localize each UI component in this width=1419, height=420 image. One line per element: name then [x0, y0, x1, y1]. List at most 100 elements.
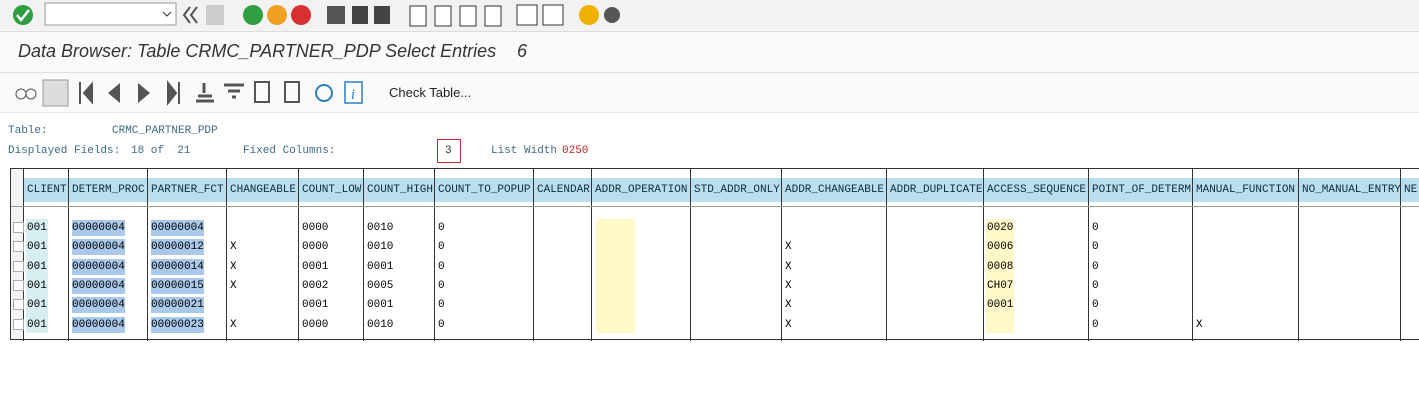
settings-button[interactable] [604, 7, 620, 23]
row-checkbox[interactable] [13, 241, 24, 253]
column-header[interactable]: ADDR_DUPLICATE [887, 178, 983, 202]
column-header[interactable]: CALENDAR [534, 178, 591, 202]
display-button[interactable] [15, 88, 27, 100]
column-header[interactable]: PARTNER_FCT [148, 178, 226, 202]
table-cell[interactable]: 0000 [302, 241, 329, 254]
next-page-button[interactable] [459, 5, 477, 27]
help-button[interactable] [579, 5, 599, 25]
table-cell[interactable]: 0001 [367, 260, 394, 273]
table-cell[interactable]: 001 [27, 241, 47, 254]
column-header[interactable]: MANUAL_FUNCTION [1193, 178, 1298, 202]
table-cell[interactable]: X [785, 318, 792, 331]
sort-button[interactable] [196, 83, 214, 103]
column-header[interactable]: NO_MANUAL_ENTRY [1299, 178, 1400, 202]
last-button[interactable] [167, 80, 180, 106]
collapse-button[interactable] [182, 6, 198, 24]
table-cell[interactable]: 00000004 [72, 258, 125, 275]
table-cell[interactable]: 001 [27, 279, 47, 292]
table-cell[interactable]: X [230, 279, 237, 292]
column-header[interactable]: CHANGEABLE [227, 178, 298, 202]
table-cell[interactable]: 00000004 [72, 239, 125, 256]
row-checkbox[interactable] [13, 222, 24, 233]
table-cell[interactable]: X [785, 279, 792, 292]
table-cell[interactable]: 0 [1092, 260, 1099, 273]
fixed-columns-box[interactable] [437, 139, 461, 163]
table-cell[interactable]: X [785, 241, 792, 254]
table-cell[interactable]: 00000004 [72, 220, 125, 236]
table-cell[interactable]: 0 [1092, 279, 1099, 292]
table-cell[interactable]: 0001 [367, 299, 394, 312]
column-header[interactable]: STD_ADDR_ONLY [691, 178, 781, 202]
column-header[interactable]: POINT_OF_DETERM [1089, 178, 1192, 202]
table-cell[interactable]: 001 [27, 260, 47, 273]
select-button[interactable] [254, 81, 270, 103]
table-cell[interactable]: X [230, 318, 237, 331]
table-cell[interactable]: 0001 [987, 299, 1014, 312]
table-cell[interactable]: 0 [438, 279, 445, 292]
table-cell[interactable]: X [230, 241, 237, 254]
prev-page-button[interactable] [434, 5, 452, 27]
table-cell[interactable]: 00000004 [72, 277, 125, 294]
column-header[interactable]: COUNT_HIGH [364, 178, 434, 202]
column-header[interactable]: COUNT_LOW [299, 178, 363, 202]
find-next-button[interactable] [374, 6, 390, 24]
table-cell[interactable]: 001 [27, 318, 47, 331]
table-cell[interactable]: 0 [438, 260, 445, 273]
enter-button[interactable] [13, 5, 33, 25]
table-cell[interactable]: X [785, 260, 792, 273]
column-header[interactable]: ACCESS_SEQUENCE [984, 178, 1088, 202]
table-cell[interactable]: X [230, 260, 237, 273]
table-cell[interactable]: 0 [1092, 318, 1099, 331]
row-checkbox[interactable] [13, 299, 24, 311]
first-button[interactable] [79, 81, 93, 105]
table-cell[interactable]: 0 [438, 222, 445, 234]
find-button[interactable] [352, 6, 368, 24]
table-cell[interactable]: 0010 [367, 222, 394, 234]
table-cell[interactable]: 0010 [367, 241, 394, 254]
column-header[interactable]: ADDR_OPERATION [592, 178, 690, 202]
table-cell[interactable]: 0 [1092, 299, 1099, 312]
column-header[interactable]: COUNT_TO_POPUP [435, 178, 533, 202]
check-table-button[interactable]: Check Table... [389, 85, 472, 100]
table-cell[interactable]: 0000 [302, 318, 329, 331]
table-cell[interactable]: 0 [438, 318, 445, 331]
table-cell[interactable]: 00000004 [151, 220, 204, 236]
table-cell[interactable]: 0006 [987, 241, 1014, 254]
save-button[interactable] [206, 5, 224, 25]
table-cell[interactable]: X [1196, 318, 1203, 331]
table-cell[interactable]: 00000012 [151, 239, 204, 256]
cancel-button[interactable] [291, 5, 311, 25]
table-cell[interactable]: 00000015 [151, 277, 204, 294]
previous-button[interactable] [108, 83, 120, 103]
deselect-button[interactable] [284, 81, 300, 103]
table-cell[interactable]: 0001 [302, 260, 329, 273]
last-page-button[interactable] [484, 5, 502, 27]
table-cell[interactable]: 00000014 [151, 258, 204, 275]
table-cell[interactable]: 0008 [987, 260, 1014, 273]
exit-button[interactable] [267, 5, 287, 25]
row-checkbox[interactable] [13, 260, 24, 272]
table-cell[interactable]: 00000023 [151, 316, 204, 333]
details-button[interactable] [42, 79, 69, 107]
filter-button[interactable] [224, 83, 244, 99]
print-button[interactable] [327, 6, 345, 24]
table-cell[interactable]: 001 [27, 299, 47, 312]
table-cell[interactable]: X [785, 299, 792, 312]
table-cell[interactable]: 0002 [302, 279, 329, 292]
new-session-button[interactable] [516, 4, 538, 26]
back-button[interactable] [243, 5, 263, 25]
table-cell[interactable]: 0001 [302, 299, 329, 312]
table-cell[interactable]: CH07 [987, 279, 1014, 292]
table-cell[interactable]: 001 [27, 222, 47, 234]
table-cell[interactable]: 0 [438, 241, 445, 254]
command-field[interactable] [44, 2, 177, 26]
table-cell[interactable]: 0005 [367, 279, 394, 292]
column-header[interactable]: CLIENT [24, 178, 68, 202]
row-checkbox[interactable] [13, 318, 24, 330]
table-cell[interactable]: 0010 [367, 318, 394, 331]
shortcut-button[interactable] [542, 4, 564, 26]
table-cell[interactable]: 0 [1092, 222, 1099, 234]
first-page-button[interactable] [409, 5, 427, 27]
column-header[interactable]: ADDR_CHANGEABLE [782, 178, 886, 202]
table-cell[interactable]: 0 [438, 299, 445, 312]
